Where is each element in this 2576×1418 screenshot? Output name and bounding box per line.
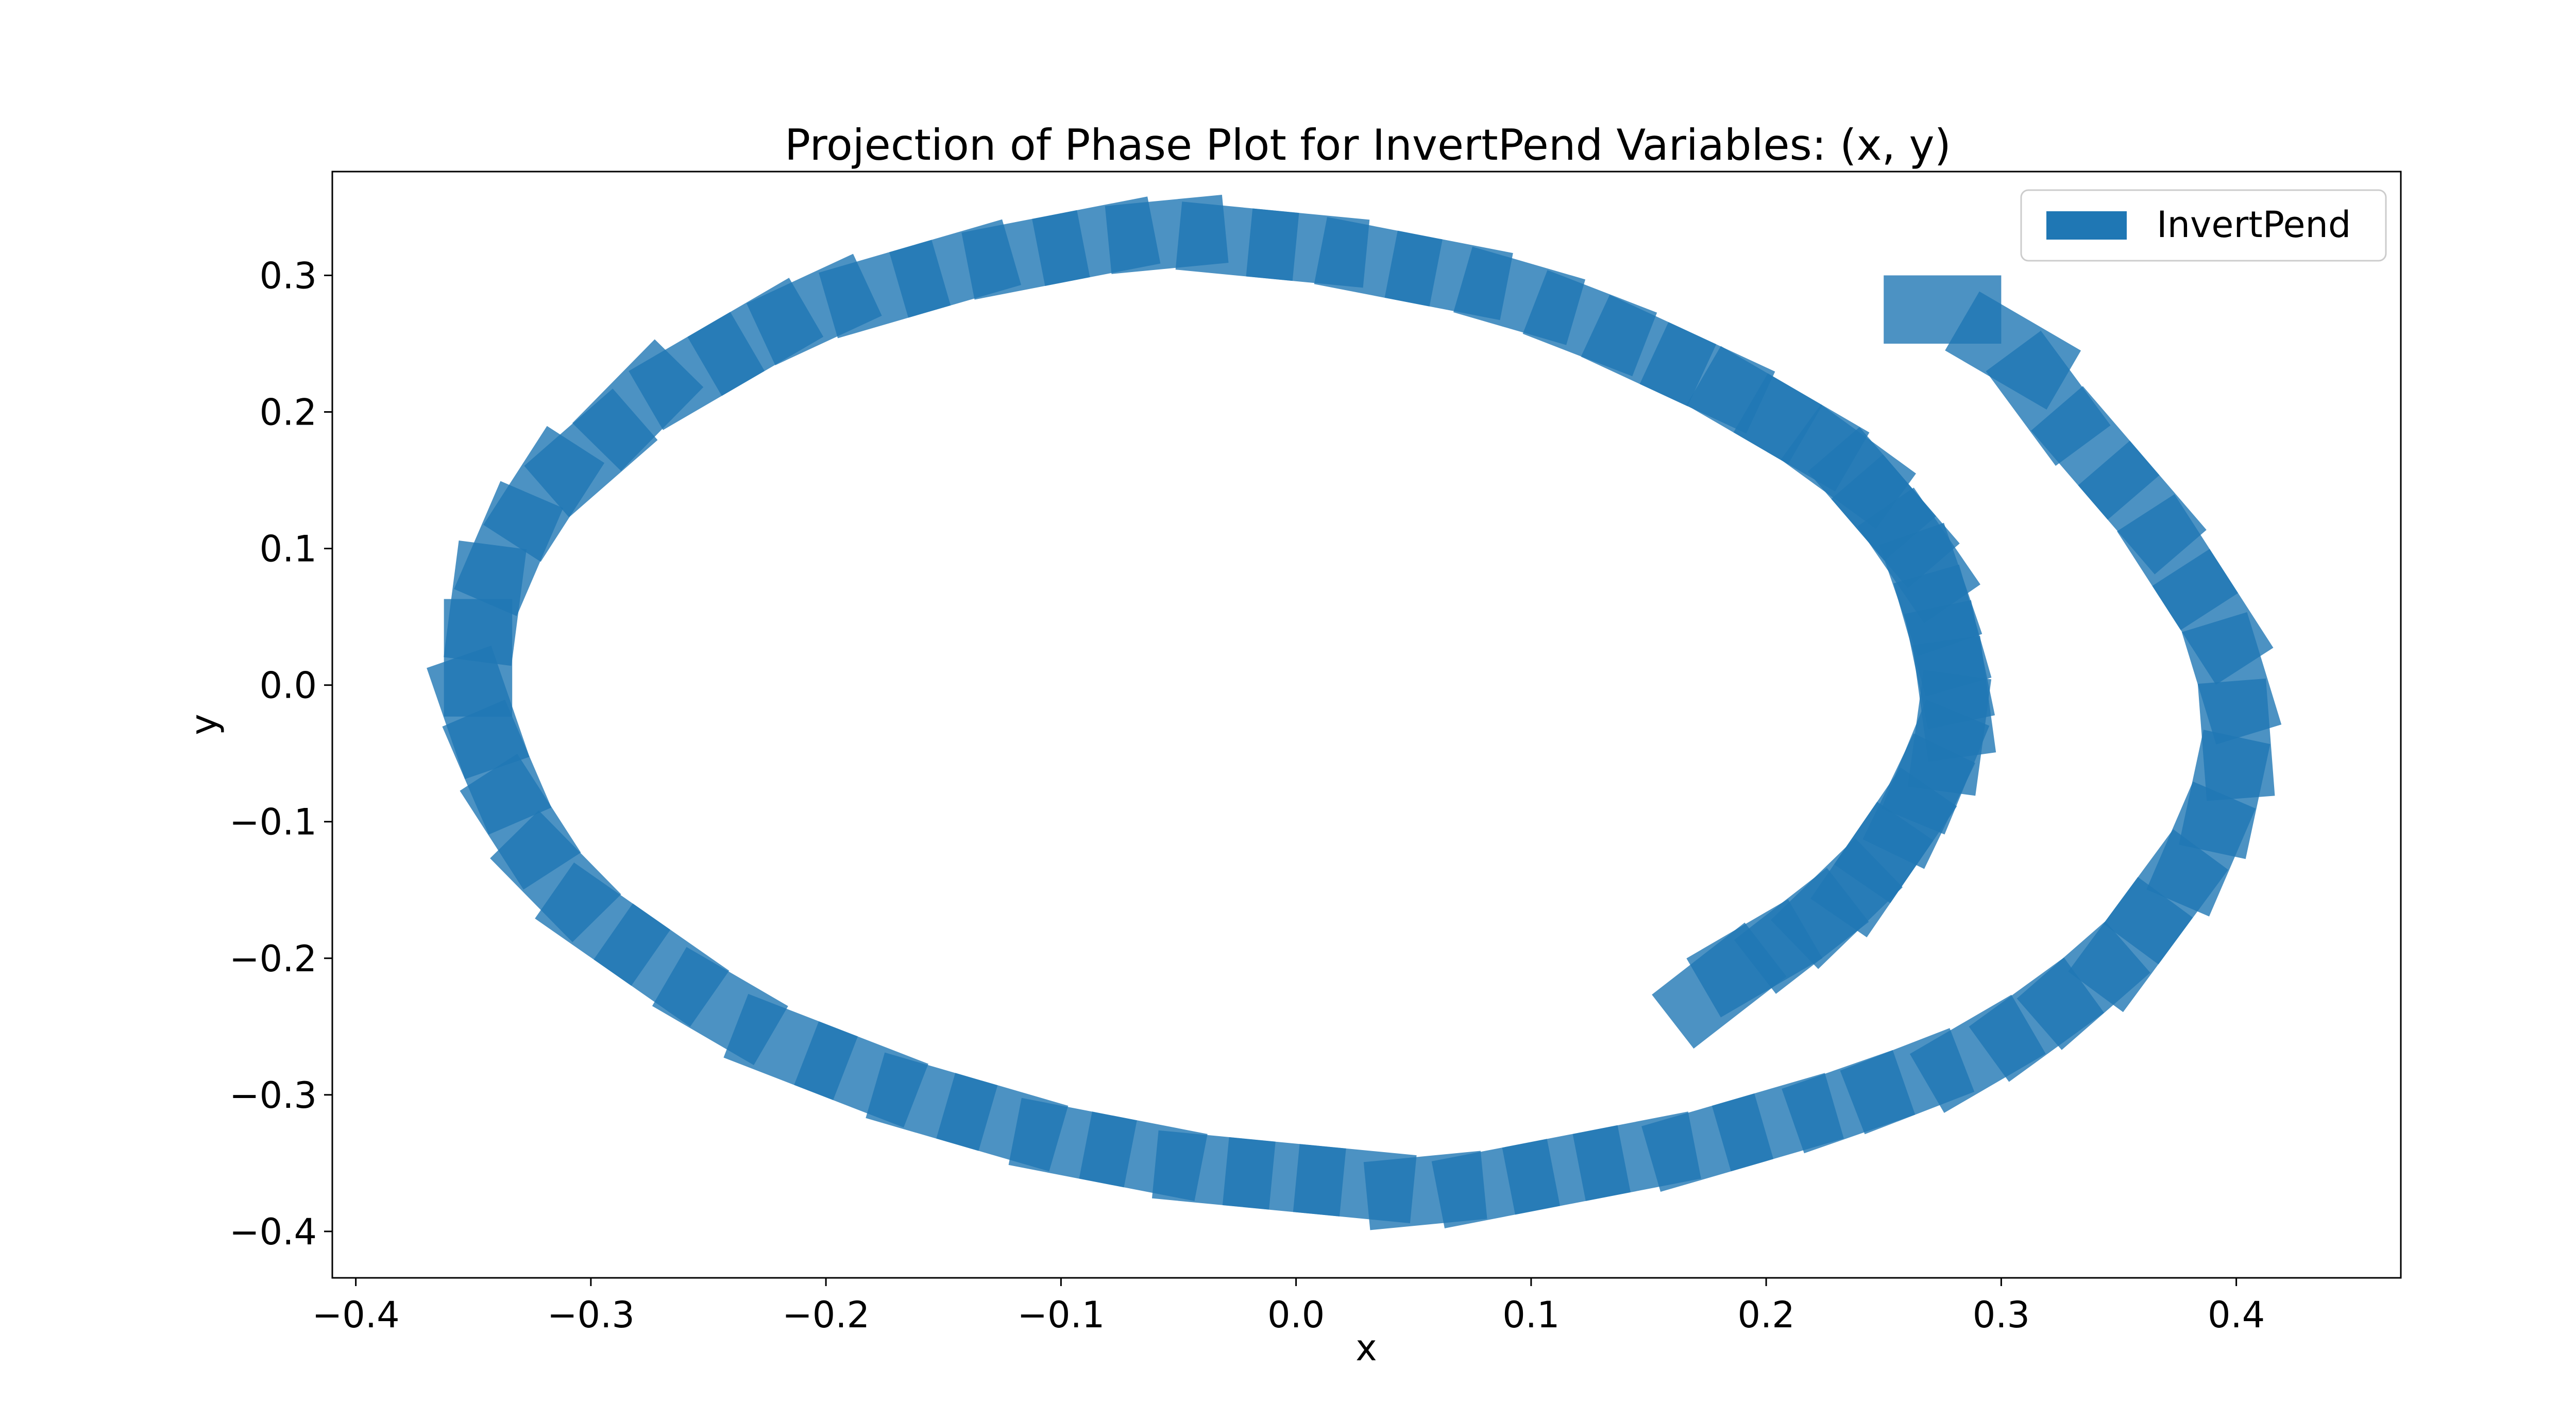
- y-tick-label: −0.4: [229, 1211, 317, 1253]
- y-axis: 0.3 0.2 0.1 0.0 −0.1 −0.2 −0.3 −0.4: [229, 255, 332, 1253]
- x-tick-label: −0.2: [782, 1294, 870, 1336]
- x-tick-label: −0.1: [1017, 1294, 1105, 1336]
- y-tick-label: −0.1: [229, 801, 317, 843]
- x-tick-label: 0.3: [1973, 1294, 2030, 1336]
- data-point-box: [1652, 922, 1787, 1049]
- x-axis: −0.4 −0.3 −0.2 −0.1 0.0 0.1 0.2 0.3 0.4: [312, 1278, 2265, 1336]
- y-tick-label: −0.2: [229, 938, 317, 980]
- legend-label: InvertPend: [2157, 204, 2351, 246]
- x-axis-label: x: [1355, 1327, 1377, 1369]
- x-tick-label: 0.4: [2208, 1294, 2265, 1336]
- plot-area-frame: [331, 171, 2402, 1279]
- y-axis-label: y: [183, 714, 225, 735]
- legend: InvertPend: [2020, 189, 2387, 262]
- x-tick-label: 0.2: [1737, 1294, 1794, 1336]
- x-tick-label: −0.3: [547, 1294, 635, 1336]
- chart-title: Projection of Phase Plot for InvertPend …: [785, 120, 1951, 170]
- x-tick-label: 0.0: [1267, 1294, 1325, 1336]
- x-tick-label: −0.4: [312, 1294, 400, 1336]
- y-tick-label: −0.3: [229, 1074, 317, 1117]
- y-tick-label: 0.2: [260, 392, 317, 434]
- legend-box: [2020, 189, 2387, 262]
- marks-layer: [427, 195, 2282, 1230]
- x-tick-label: 0.1: [1502, 1294, 1560, 1336]
- y-tick-label: 0.3: [260, 255, 317, 297]
- legend-swatch: [2046, 211, 2127, 240]
- y-tick-label: 0.1: [260, 528, 317, 570]
- y-tick-label: 0.0: [260, 665, 317, 707]
